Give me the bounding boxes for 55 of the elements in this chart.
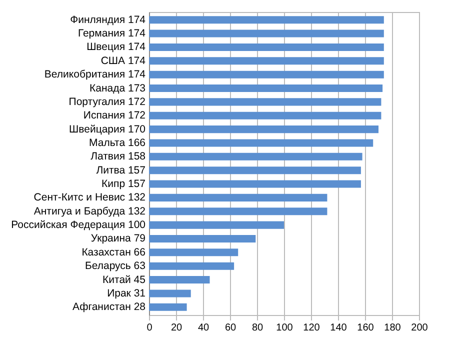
y-tick-label: Ирак 31 xyxy=(107,287,146,300)
x-tick-label: 160 xyxy=(357,322,374,334)
bar xyxy=(149,248,238,256)
y-tick-label: Латвия 158 xyxy=(90,150,146,163)
bar xyxy=(149,234,256,242)
y-tick-label: Сент-Китс и Невис 132 xyxy=(34,192,146,204)
y-tick-label: Антигуа и Барбуда 132 xyxy=(34,205,146,218)
y-tick-label: Китай 45 xyxy=(102,274,146,286)
y-tick-label: Казахстан 66 xyxy=(82,246,146,258)
x-tick-label: 80 xyxy=(252,322,264,334)
x-tick-label: 60 xyxy=(224,322,236,334)
x-tick-label: 100 xyxy=(276,322,294,334)
y-tick-label: Германия 174 xyxy=(78,28,146,40)
bar xyxy=(149,262,234,270)
bar xyxy=(149,166,361,174)
bar xyxy=(149,70,384,78)
y-tick-label: Украина 79 xyxy=(90,232,146,245)
y-tick-label: Мальта 166 xyxy=(89,136,146,149)
y-tick-label: Финляндия 174 xyxy=(70,14,146,26)
bar xyxy=(149,126,378,134)
bar xyxy=(149,98,382,106)
y-tick-label: США 174 xyxy=(100,54,146,67)
y-tick-label: Афганистан 28 xyxy=(72,301,146,314)
x-tick-label: 140 xyxy=(330,322,348,334)
bar xyxy=(149,112,382,120)
bar xyxy=(149,152,362,160)
x-tick-label: 20 xyxy=(170,322,182,334)
bar xyxy=(149,43,384,51)
bar xyxy=(149,194,328,202)
bar xyxy=(149,16,384,24)
y-tick-label: Кипр 157 xyxy=(102,178,146,190)
x-tick-label: 0 xyxy=(146,322,153,334)
y-tick-label: Испания 172 xyxy=(83,110,146,122)
x-tick-label: 120 xyxy=(303,322,320,334)
x-tick-label: 40 xyxy=(198,322,210,334)
y-tick-label: Великобритания 174 xyxy=(44,68,146,81)
y-tick-label: Литва 157 xyxy=(96,164,146,176)
bar xyxy=(149,84,383,92)
bar xyxy=(149,208,328,216)
y-tick-label: Швеция 174 xyxy=(86,41,146,54)
bar xyxy=(149,276,210,284)
bar xyxy=(149,221,284,229)
y-tick-label: Беларусь 63 xyxy=(84,260,146,272)
bar xyxy=(149,57,384,65)
bar xyxy=(149,303,187,311)
y-tick-label: Канада 173 xyxy=(90,82,146,94)
bar xyxy=(149,290,191,298)
x-tick-label: 180 xyxy=(384,322,402,334)
y-tick-label: Португалия 172 xyxy=(68,96,146,108)
bar xyxy=(149,139,374,147)
bar xyxy=(149,30,384,38)
x-tick-label: 200 xyxy=(411,322,428,334)
y-tick-label: Российская Федерация 100 xyxy=(11,219,146,232)
y-tick-label: Швейцария 170 xyxy=(69,123,146,136)
bar xyxy=(149,180,361,188)
